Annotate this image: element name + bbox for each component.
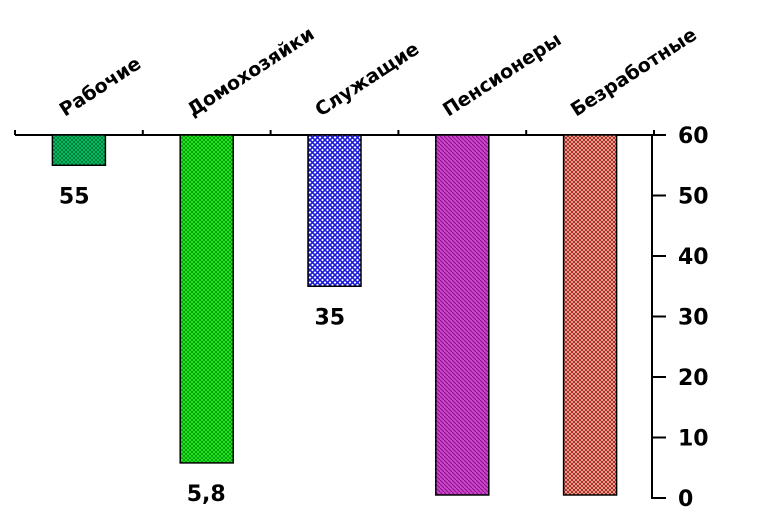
category-label: Рабочие — [56, 52, 145, 121]
y-tick-label: 10 — [678, 427, 709, 452]
bar-2 — [179, 134, 234, 464]
bar-1 — [51, 134, 107, 166]
y-tick-label: 40 — [678, 245, 709, 270]
y-tick-label: 0 — [678, 487, 693, 512]
bar-3 — [307, 134, 362, 287]
y-tick-label: 60 — [678, 124, 709, 149]
y-tick-label: 30 — [678, 306, 709, 331]
y-tick-label: 50 — [678, 185, 709, 210]
bar-4 — [435, 134, 490, 496]
bar-layer — [51, 134, 618, 496]
category-label: Домохозяйки — [183, 23, 318, 121]
y-tick-label: 20 — [678, 366, 709, 391]
axis-layer: 0 10 20 30 40 50 60 — [14, 124, 709, 512]
category-label: Безработные — [567, 24, 701, 122]
data-label: 35 — [315, 305, 346, 330]
bar-5 — [562, 134, 618, 496]
category-label: Пенсионеры — [439, 28, 565, 121]
category-label: Служащие — [311, 38, 423, 121]
data-label: 5,8 — [187, 482, 226, 507]
data-label: 55 — [59, 184, 90, 209]
